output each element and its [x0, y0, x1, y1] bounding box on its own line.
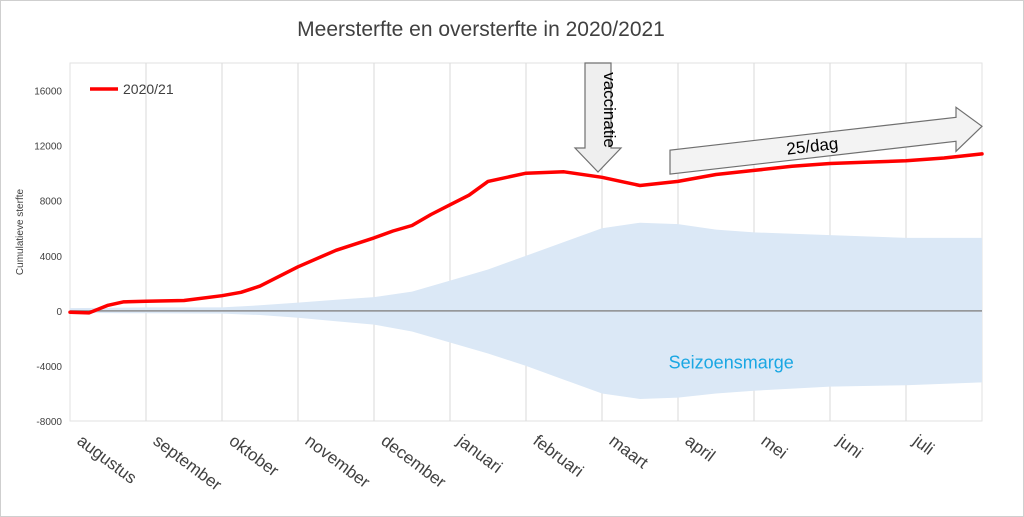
month-label-februari: februari [530, 431, 587, 481]
y-tick-label: 0 [56, 307, 62, 318]
trend-arrow [669, 106, 983, 175]
month-label-juli: juli [909, 430, 938, 458]
y-tick-label: 4000 [40, 252, 63, 263]
month-label-mei: mei [758, 431, 791, 463]
month-label-september: september [150, 431, 226, 495]
month-label-april: april [682, 431, 719, 466]
month-label-december: december [378, 431, 450, 492]
legend-label: 2020/21 [123, 81, 174, 97]
y-tick-label: 8000 [40, 197, 63, 208]
y-tick-label: 16000 [34, 87, 62, 98]
vaccination-label: vaccinatie [600, 72, 619, 148]
vaccination-arrow [573, 62, 623, 173]
seasonal-margin-label: Seizoensmarge [669, 353, 794, 373]
series-line-2020-21 [68, 152, 984, 315]
month-label-augustus: augustus [74, 431, 141, 488]
y-axis-label: Cumulatieve sterfte [15, 188, 26, 275]
y-tick-label: -8000 [36, 417, 62, 428]
y-tick-label: 12000 [34, 142, 62, 153]
month-label-november: november [302, 431, 374, 492]
month-label-oktober: oktober [226, 431, 283, 481]
month-label-januari: januari [453, 430, 506, 476]
chart-title: Meersterfte en oversterfte in 2020/2021 [297, 18, 665, 41]
month-label-maart: maart [606, 431, 652, 472]
y-tick-label: -4000 [36, 362, 62, 373]
month-label-juni: juni [833, 430, 866, 462]
